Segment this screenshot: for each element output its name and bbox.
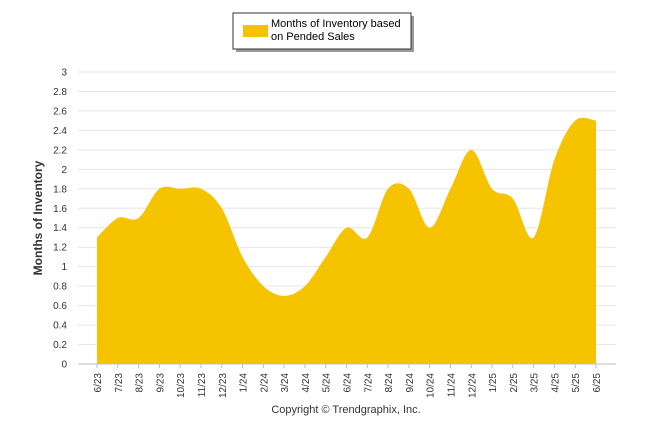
legend-label-line-1: Months of Inventory based: [271, 18, 401, 30]
x-tick-label: 3/24: [280, 373, 291, 393]
y-tick-label: 2.6: [53, 106, 67, 117]
x-tick-label: 6/23: [93, 373, 104, 393]
y-tick-label: 2: [61, 165, 67, 176]
y-tick-label: 2.8: [53, 87, 67, 98]
y-tick-label: 2.4: [53, 126, 67, 137]
x-tick-label: 1/25: [488, 373, 499, 393]
legend: Months of Inventory based on Pended Sale…: [232, 12, 414, 52]
x-tick-label: 12/24: [467, 373, 478, 398]
x-tick-label: 6/24: [343, 373, 354, 393]
x-tick-label: 11/23: [197, 373, 208, 398]
x-tick-label: 3/25: [530, 373, 541, 393]
y-tick-label: 0.4: [53, 321, 67, 332]
x-tick-label: 5/24: [322, 373, 333, 393]
y-tick-label: 1.2: [53, 243, 67, 254]
x-tick-label: 10/24: [426, 373, 437, 398]
series-area: [97, 117, 596, 364]
x-tick-label: 7/23: [114, 373, 125, 393]
x-tick-label: 4/24: [301, 373, 312, 393]
y-axis-label: Months of Inventory: [31, 160, 45, 275]
y-tick-label: 0.8: [53, 282, 67, 293]
x-tick-label: 8/24: [384, 373, 395, 393]
x-tick-label: 5/25: [571, 373, 582, 393]
y-tick-label: 0: [61, 360, 67, 371]
y-axis-ticks: 0 0.2 0.4 0.6 0.8 1 1.2 1.4 1.6 1.8 2 2.2 2.4 2.6 2.8 3: [53, 68, 67, 371]
legend-label-line-2: on Pended Sales: [271, 31, 355, 43]
y-tick-label: 1.6: [53, 204, 67, 215]
y-tick-label: 1: [61, 262, 67, 273]
y-tick-label: 3: [61, 68, 67, 79]
series-area-fill: [97, 117, 596, 364]
x-tick-label: 2/25: [509, 373, 520, 393]
x-axis-ticks: 6/23 7/23 8/23 9/23 10/23 11/23 12/23 1/24 2/24 3…: [93, 364, 603, 398]
y-tick-label: 1.8: [53, 184, 67, 195]
copyright-text: Copyright © Trendgraphix, Inc.: [271, 404, 420, 416]
x-tick-label: 8/23: [135, 373, 146, 393]
x-tick-label: 9/23: [155, 373, 166, 393]
y-tick-label: 2.2: [53, 145, 67, 156]
x-tick-label: 9/24: [405, 373, 416, 393]
y-tick-label: 1.4: [53, 223, 67, 234]
x-tick-label: 6/25: [592, 373, 603, 393]
x-tick-label: 12/23: [218, 373, 229, 398]
x-tick-label: 11/24: [446, 373, 457, 398]
x-tick-label: 7/24: [363, 373, 374, 393]
x-tick-label: 1/24: [239, 373, 250, 393]
y-tick-label: 0.6: [53, 301, 67, 312]
y-tick-label: 0.2: [53, 340, 67, 351]
x-tick-label: 4/25: [550, 373, 561, 393]
x-tick-label: 2/24: [259, 373, 270, 393]
x-tick-label: 10/23: [176, 373, 187, 398]
legend-swatch: [243, 25, 268, 37]
